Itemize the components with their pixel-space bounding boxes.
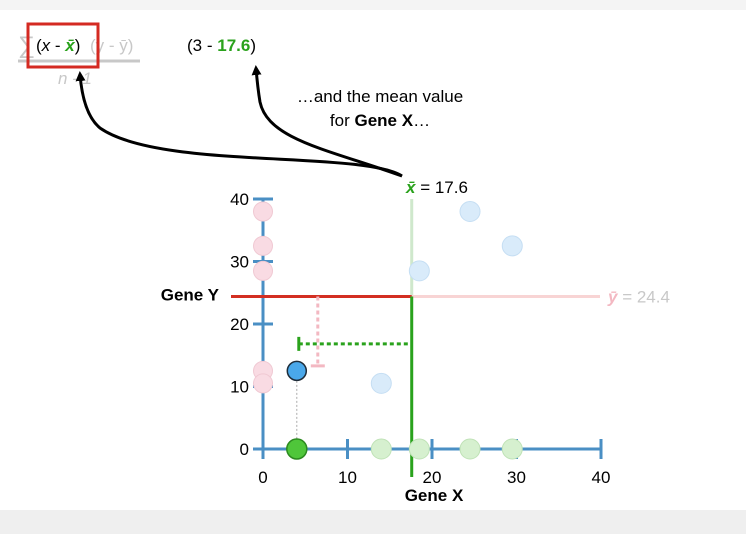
x-axis-label: Gene X bbox=[405, 486, 464, 505]
scatter-chart: 0 10 20 30 40 0 10 20 30 40 Gene X Gene Y x̄ = 17… bbox=[161, 178, 670, 505]
x-projection-point bbox=[286, 438, 308, 460]
y-projection-point bbox=[253, 260, 273, 281]
y-tick-label: 30 bbox=[230, 253, 249, 272]
y-tick-label: 20 bbox=[230, 315, 249, 334]
x-tick-label: 10 bbox=[338, 468, 357, 487]
y-projection-point bbox=[253, 235, 273, 256]
top-band bbox=[0, 0, 746, 10]
data-points bbox=[253, 201, 523, 460]
y-projection-point bbox=[253, 201, 273, 222]
formula-x-term: (x - x̄) bbox=[36, 36, 80, 55]
highlight-box bbox=[26, 22, 100, 69]
scatter-point bbox=[408, 260, 430, 282]
x-tick-label: 30 bbox=[507, 468, 526, 487]
mean-x-label: x̄ = 17.6 bbox=[405, 178, 468, 197]
y-tick-label: 10 bbox=[230, 378, 249, 397]
arrow-to-mean-value bbox=[251, 65, 403, 178]
x-tick-label: 20 bbox=[423, 468, 442, 487]
x-tick-label: 40 bbox=[592, 468, 611, 487]
y-tick-label: 0 bbox=[240, 440, 249, 459]
mean-y-label: ȳ = 24.4 bbox=[607, 288, 670, 307]
example-expression: (3 - 17.6) bbox=[187, 36, 256, 55]
x-projection-point bbox=[459, 438, 481, 460]
scatter-point bbox=[370, 372, 392, 394]
annotation-line-1: …and the mean value bbox=[297, 87, 463, 106]
arrow-to-x-term bbox=[75, 71, 403, 178]
scatter-point bbox=[501, 235, 523, 257]
scatter-point bbox=[459, 201, 481, 222]
formula-y-term: (y - ȳ) bbox=[90, 36, 133, 55]
x-projection-point bbox=[370, 438, 392, 460]
x-projection-point bbox=[501, 438, 523, 460]
annotation-line-2: for Gene X… bbox=[330, 111, 430, 130]
y-axis-label: Gene Y bbox=[161, 286, 220, 305]
bottom-band bbox=[0, 510, 746, 534]
formula-denominator: n - 1 bbox=[58, 69, 92, 88]
scatter-point bbox=[286, 360, 308, 382]
x-tick-label: 0 bbox=[258, 468, 267, 487]
x-projection-point bbox=[408, 438, 430, 460]
y-tick-label: 40 bbox=[230, 190, 249, 209]
diagram-canvas bbox=[0, 10, 746, 510]
y-projection-point bbox=[253, 373, 273, 394]
